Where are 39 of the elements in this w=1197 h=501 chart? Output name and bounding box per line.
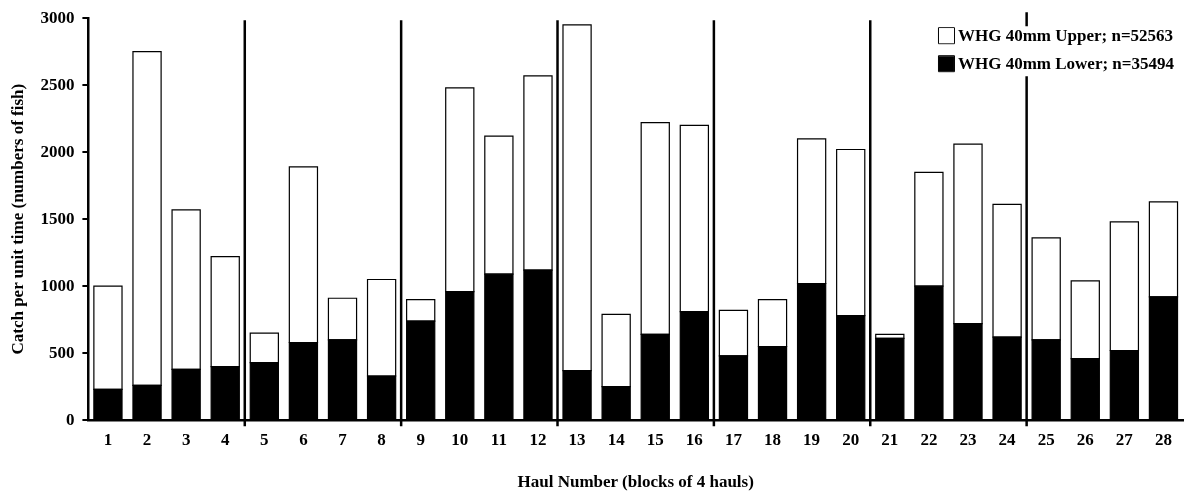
y-axis-title: Catch per unit time (numbers of fish) — [7, 83, 27, 355]
legend-label: WHG 40mm Lower; n=35494 — [957, 53, 1175, 73]
y-tick-label: 500 — [48, 342, 75, 362]
x-tick-label: 5 — [260, 429, 269, 449]
x-tick-label: 27 — [1115, 429, 1134, 449]
x-tick-label: 26 — [1076, 429, 1094, 449]
y-tick-label: 1000 — [40, 275, 75, 295]
x-tick-label: 6 — [299, 429, 308, 449]
y-tick-label: 1500 — [40, 208, 75, 228]
x-tick-label: 14 — [607, 429, 626, 449]
x-tick-label: 22 — [920, 429, 938, 449]
x-tick-label: 19 — [803, 429, 821, 449]
x-tick-label: 9 — [416, 429, 425, 449]
x-tick-label: 20 — [842, 429, 860, 449]
y-tick-label: 2000 — [40, 141, 75, 161]
x-tick-label: 23 — [959, 429, 977, 449]
x-tick-label: 8 — [377, 429, 386, 449]
x-tick-label: 7 — [338, 429, 348, 449]
x-tick-label: 1 — [103, 429, 113, 449]
y-tick-label: 3000 — [40, 7, 75, 27]
y-tick-label: 2500 — [40, 74, 75, 94]
x-tick-label: 16 — [685, 429, 703, 449]
x-tick-label: 3 — [181, 429, 191, 449]
x-axis-title: Haul Number (blocks of 4 hauls) — [517, 472, 754, 492]
y-tick-label: 0 — [65, 409, 75, 429]
x-tick-label: 11 — [490, 429, 507, 449]
x-tick-label: 24 — [998, 429, 1017, 449]
x-tick-label: 25 — [1037, 429, 1055, 449]
x-tick-label: 21 — [881, 429, 899, 449]
x-tick-label: 28 — [1154, 429, 1172, 449]
legend-label: WHG 40mm Upper; n=52563 — [957, 25, 1174, 45]
x-tick-label: 13 — [568, 429, 586, 449]
x-tick-label: 15 — [646, 429, 664, 449]
x-tick-label: 18 — [764, 429, 782, 449]
x-tick-label: 4 — [220, 429, 230, 449]
x-tick-label: 12 — [529, 429, 547, 449]
x-tick-label: 10 — [451, 429, 469, 449]
x-tick-label: 2 — [142, 429, 152, 449]
x-tick-label: 17 — [724, 429, 743, 449]
